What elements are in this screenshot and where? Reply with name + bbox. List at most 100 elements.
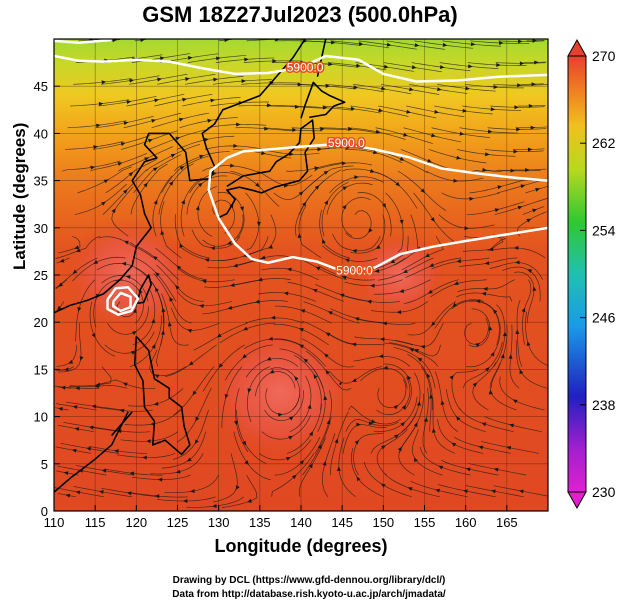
streamline-arrow [312,288,318,293]
streamline-arrow [375,244,381,249]
streamline-arrow [531,82,537,87]
colorbar-over-arrow [567,38,587,57]
streamline-arrow [153,401,159,406]
streamline-arrow [506,445,512,450]
streamline-arrow [414,43,420,48]
streamline-arrow [98,490,104,494]
streamline-arrow [535,187,541,192]
streamline-arrow [93,259,99,264]
streamline-arrow [402,269,408,273]
streamline-arrow [195,205,200,211]
x-tick-label: 130 [208,515,230,530]
streamline-arrow [431,133,436,138]
streamline-arrow [272,58,277,63]
streamline-arrow [169,181,174,186]
streamline-arrow [431,321,436,327]
streamline-arrow [123,240,129,245]
streamline-arrow [497,185,503,190]
streamline-arrow [90,165,96,170]
streamline-arrow [199,154,205,159]
streamline-arrow [490,489,496,494]
streamline-arrow [227,305,233,310]
streamline-arrow [255,182,260,188]
coastline-layer [54,39,346,493]
streamline-arrow [488,247,494,252]
streamline-arrow [95,382,101,387]
streamline-arrow [475,342,481,348]
streamline-arrow [152,167,158,172]
contour-line [54,39,112,45]
streamline-arrow [321,238,326,244]
streamline-arrow [129,78,135,83]
streamline-arrow [71,448,77,453]
streamline-arrow [400,421,405,427]
streamline-arrow [386,42,392,47]
colorbar-under-arrow [567,491,587,510]
streamline-arrow [334,438,339,444]
streamline-arrow [342,204,347,210]
streamline-arrow [327,311,333,316]
streamline-arrow [75,386,80,391]
streamline-arrow [512,399,518,404]
streamline-arrow [242,354,247,359]
streamline-arrow [351,378,357,382]
colorbar-tick-label: 246 [592,310,616,326]
streamline-arrow [341,275,347,280]
streamline-arrow [509,423,515,428]
streamline-arrow [199,304,204,309]
streamline-arrow [181,199,185,205]
contour-line [54,54,548,83]
streamline-arrow [283,291,289,296]
contour-label: 5900.0 [336,263,373,277]
streamline-arrow [74,427,80,432]
y-tick-label: 25 [34,268,48,283]
x-tick-label: 165 [496,515,518,530]
streamline-arrow [390,259,396,264]
streamline-arrow [111,208,116,214]
streamline-arrow [101,468,107,473]
streamline-arrow [309,431,313,437]
streamline-arrow [63,471,69,476]
streamline-arrow [325,332,331,337]
streamline-arrow [198,182,203,188]
streamline-arrow [396,310,402,315]
x-tick-label: 135 [249,515,271,530]
streamline-arrow [381,203,386,209]
streamline-arrow [490,107,496,112]
streamline-arrow [96,123,101,128]
streamline-arrow [65,493,71,498]
streamline-arrow [216,333,222,338]
streamline-arrow [513,245,519,250]
streamline-arrow [434,109,440,114]
streamline-arrow [527,147,533,152]
streamline-arrow [122,382,128,387]
streamline-arrow [527,269,533,274]
streamline-arrow [178,117,184,122]
streamline-arrow [123,121,129,126]
map-plot-area: 5900.0 5900.0 5900.0 [54,39,548,511]
streamline-arrow [314,166,320,171]
streamline-arrow [354,439,360,445]
streamline-arrow [144,157,150,162]
streamline-arrow [117,162,123,166]
axis-ticks: 110 115 120 125 130 135 140 145 150 155 160 165 0 5 10… [34,79,518,530]
streamline-arrow [437,87,442,92]
streamline-arrow [307,404,312,409]
streamline-arrow [313,374,318,379]
streamline-arrow [413,422,418,428]
streamline-arrow [395,181,401,187]
streamline-arrow [493,467,499,472]
streamline-arrow [242,440,247,446]
coastline [136,274,152,305]
streamline-arrow [190,489,195,493]
streamline-arrow [401,404,406,410]
streamline-arrow [452,302,458,308]
coastline [216,119,315,220]
contour-line [207,142,548,273]
x-tick-label: 160 [455,515,477,530]
colorbar-ramp [567,55,587,493]
streamline-arrow [481,422,487,427]
streamline-arrow [93,145,99,150]
streamline-arrow [372,150,378,155]
y-tick-label: 45 [34,79,48,94]
